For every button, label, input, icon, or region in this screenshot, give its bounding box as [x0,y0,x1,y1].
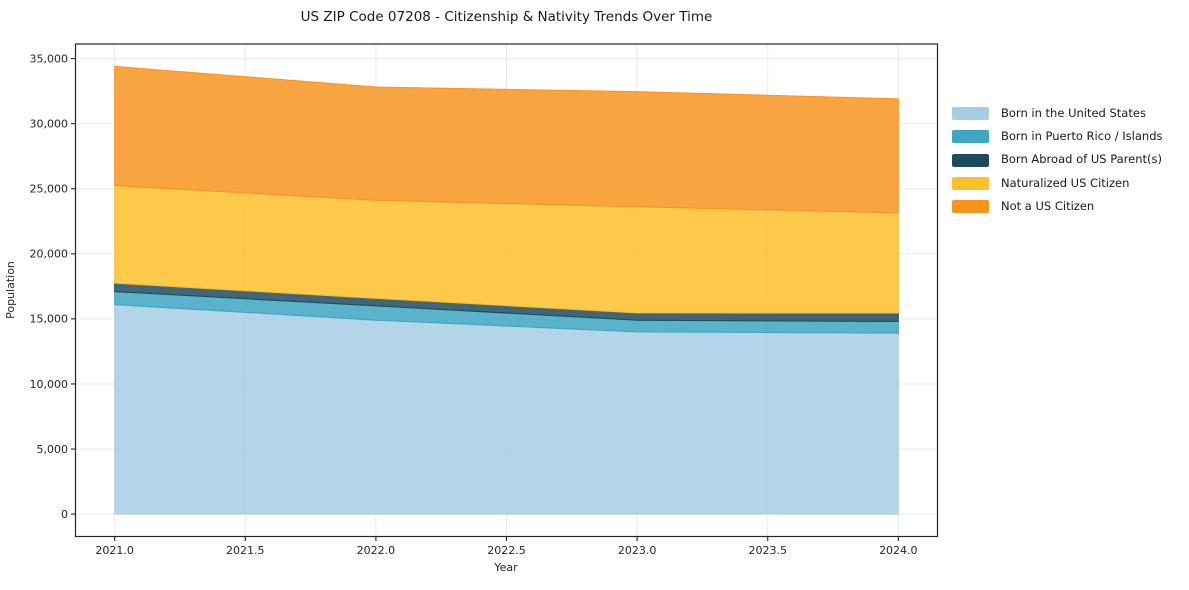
area-born-in-the-united-states [114,304,899,515]
legend-label: Born in the United States [1001,105,1146,120]
x-tick-label: 2022.5 [487,544,526,557]
legend-label: Naturalized US Citizen [1001,175,1130,190]
x-tick-label: 2024.0 [879,544,918,557]
y-tick-label: 10,000 [30,378,69,391]
y-tick-label: 5,000 [37,443,69,456]
y-tick-label: 15,000 [30,313,69,326]
y-tick-label: 20,000 [30,248,69,261]
x-tick-label: 2022.0 [357,544,396,557]
legend-swatch-icon [952,176,989,190]
y-tick-label: 30,000 [30,117,69,130]
legend-label: Born Abroad of US Parent(s) [1001,152,1162,167]
legend-item-naturalized-us-citizen: Naturalized US Citizen [952,172,1163,195]
legend-item-not-a-us-citizen: Not a US Citizen [952,195,1163,218]
x-axis-label: Year [493,561,518,574]
legend-label: Born in Puerto Rico / Islands [1001,129,1163,144]
y-axis-label: Population [4,261,17,319]
x-tick-label: 2023.5 [748,544,787,557]
area-not-a-us-citizen [114,65,899,214]
legend: Born in the United States Born in Puerto … [952,102,1163,218]
chart-title: US ZIP Code 07208 - Citizenship & Nativi… [300,9,713,25]
legend-label: Not a US Citizen [1001,198,1095,213]
legend-item-born-in-the-united-states: Born in the United States [952,102,1163,125]
x-tick-label: 2021.0 [95,544,134,557]
y-tick-label: 25,000 [30,183,69,196]
legend-item-born-in-puerto-rico-islands: Born in Puerto Rico / Islands [952,125,1163,148]
legend-swatch-icon [952,107,989,121]
y-tick-label: 0 [61,508,68,521]
y-tick-label: 35,000 [30,52,69,65]
legend-swatch-icon [952,153,989,167]
legend-swatch-icon [952,130,989,144]
x-tick-label: 2021.5 [226,544,265,557]
legend-item-born-abroad-of-us-parent-s: Born Abroad of US Parent(s) [952,149,1163,172]
x-tick-label: 2023.0 [618,544,657,557]
legend-swatch-icon [952,200,989,214]
